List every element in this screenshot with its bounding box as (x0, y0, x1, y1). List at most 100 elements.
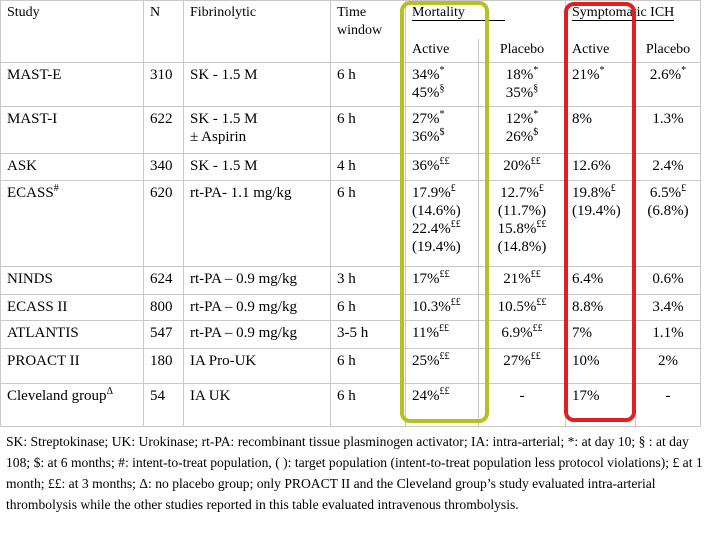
table-cell: 180 (143, 348, 184, 384)
cell-text: 310 (150, 67, 173, 83)
cell-superscript: * (533, 65, 539, 76)
cell-line: 17% (572, 387, 629, 405)
table-cell: ATLANTIS (0, 320, 144, 349)
table-cell: 1.3% (635, 106, 702, 154)
table-cell: - (477, 383, 567, 427)
cell-text: 1.1% (652, 325, 684, 341)
cell-text: (19.4%) (412, 239, 461, 255)
cell-text: 21% (572, 67, 600, 83)
table-cell: 10.5%££ (477, 294, 567, 321)
cell-line: NINDS (7, 270, 137, 288)
cell-line: 8.8% (572, 298, 629, 316)
cell-line: SK - 1.5 M (190, 66, 324, 84)
highlight-ich (564, 2, 636, 422)
cell-text: MAST-I (7, 111, 58, 127)
cell-text: 18% (505, 67, 534, 83)
table-row: ATLANTIS 547 rt-PA – 0.9 mg/kg 3-5 h 11%££ 6.… (0, 320, 702, 349)
table-cell: ECASS II (0, 294, 144, 321)
table-cell: 25%££ (405, 348, 479, 384)
table-row: MAST-I 622 SK - 1.5 M ± Aspirin 6 h 27%* 36%$ 1… (0, 106, 702, 154)
table-cell: 547 (143, 320, 184, 349)
cell-line: 54 (150, 387, 177, 405)
table-cell: 11%££ (405, 320, 479, 349)
cell-superscript: ££ (439, 156, 450, 167)
cell-line: 22.4%££ (412, 220, 472, 238)
cell-line: ECASS II (7, 298, 137, 316)
cell-line: 8% (572, 110, 629, 128)
cell-text: 3 h (337, 271, 356, 287)
cell-text: ECASS II (7, 299, 68, 315)
header-text: N (150, 5, 161, 20)
cell-text: 2.4% (652, 158, 684, 174)
table-cell: 2.4% (635, 153, 702, 181)
cell-text: 20% (503, 158, 531, 174)
cell-line: 21%££ (485, 270, 559, 288)
cell-text: 36% (412, 129, 440, 145)
cell-text: SK - 1.5 M (190, 67, 258, 83)
table-cell: 8.8% (565, 294, 637, 321)
cell-line: ATLANTIS (7, 324, 137, 342)
table-cell: 10.3%££ (405, 294, 479, 321)
header-text: Active (412, 41, 450, 57)
table-cell: 3-5 h (330, 320, 406, 349)
footnote: SK: Streptokinase; UK: Urokinase; rt-PA:… (6, 434, 703, 512)
cell-line: 1.1% (642, 324, 694, 342)
cell-line: Cleveland groupΔ (7, 387, 137, 405)
cell-line: 3 h (337, 270, 399, 288)
cell-text: 6 h (337, 111, 356, 127)
cell-line: 2% (642, 352, 694, 370)
cell-text: 6 h (337, 67, 356, 83)
table-cell: 622 (143, 106, 184, 154)
table-cell: 3 h (330, 266, 406, 295)
cell-line: IA UK (190, 387, 324, 405)
cell-line: ECASS# (7, 184, 137, 202)
cell-text: (14.6%) (412, 203, 461, 219)
table-cell: 17%££ (405, 266, 479, 295)
cell-text: 17% (412, 271, 440, 287)
table-cell: 4 h (330, 153, 406, 181)
cell-text: 10.3% (412, 299, 451, 315)
cell-text: 25% (412, 353, 440, 369)
header-cell: Study (0, 0, 144, 63)
table-cell: 21%* (565, 62, 637, 107)
header-cell: N (143, 0, 184, 63)
cell-line: PROACT II (7, 352, 137, 370)
cell-superscript: § (439, 83, 445, 94)
cell-text: 6 h (337, 353, 356, 369)
cell-text: 27% (503, 353, 531, 369)
header-text: Active (572, 41, 610, 57)
cell-line: 36%$ (412, 128, 472, 146)
cell-line: (6.8%) (642, 202, 694, 220)
table-cell: 624 (143, 266, 184, 295)
cell-line: 0.6% (642, 270, 694, 288)
cell-line: 12.7%£ (485, 184, 559, 202)
cell-text: ECASS (7, 185, 54, 201)
cell-superscript: ££ (530, 156, 541, 167)
cell-text: (11.7%) (497, 203, 547, 219)
cell-superscript: * (439, 65, 445, 76)
table-cell: 0.6% (635, 266, 702, 295)
cell-text: 15.8% (497, 221, 537, 237)
table-cell: - (635, 383, 702, 427)
cell-line: (19.4%) (412, 238, 472, 256)
table-cell: rt-PA – 0.9 mg/kg (183, 294, 331, 321)
cell-line: (14.6%) (412, 202, 472, 220)
cell-text: 624 (150, 271, 173, 287)
cell-line: 45%§ (412, 84, 472, 102)
cell-line: 800 (150, 298, 177, 316)
cell-line: 10% (572, 352, 629, 370)
table-row: NINDS 624 rt-PA – 0.9 mg/kg 3 h 17%££ 21%££ 6.… (0, 266, 702, 295)
cell-line: SK - 1.5 M (190, 110, 324, 128)
cell-line: 2.4% (642, 157, 694, 175)
header-text: Placebo (645, 41, 691, 57)
cell-line: 6 h (337, 298, 399, 316)
table-cell: 1.1% (635, 320, 702, 349)
cell-superscript: ££ (439, 269, 450, 280)
cell-text: 34% (412, 67, 440, 83)
cell-line: 310 (150, 66, 177, 84)
cell-line: 18%* (485, 66, 559, 84)
header-cell: Active (405, 38, 479, 63)
cell-line: 20%££ (485, 157, 559, 175)
cell-superscript: £ (610, 183, 616, 194)
cell-text: 54 (150, 388, 165, 404)
